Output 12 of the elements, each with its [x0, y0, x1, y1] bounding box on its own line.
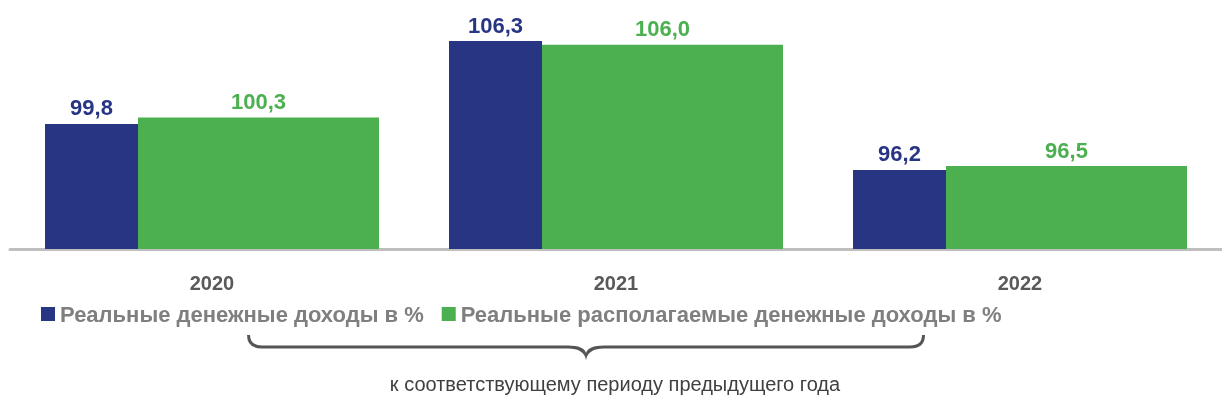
legend-label: Реальные располагаемые денежные доходы в % — [460, 301, 1002, 327]
legend-label: Реальные денежные доходы в % — [60, 301, 424, 327]
text: к соответствующему периоду предыдущего года — [389, 373, 841, 395]
data-label: 99,8 — [70, 95, 113, 121]
x-tick-label: 2022 — [997, 272, 1043, 294]
data-label: 96,5 — [1045, 137, 1088, 163]
data-label: 106,3 — [467, 12, 524, 38]
data-label: 96,2 — [878, 141, 921, 167]
x-tick-label: 2020 — [189, 272, 235, 294]
data-label: 106,0 — [634, 16, 691, 42]
x-tick-label: 2021 — [593, 272, 639, 294]
data-label: 100,3 — [230, 89, 287, 115]
